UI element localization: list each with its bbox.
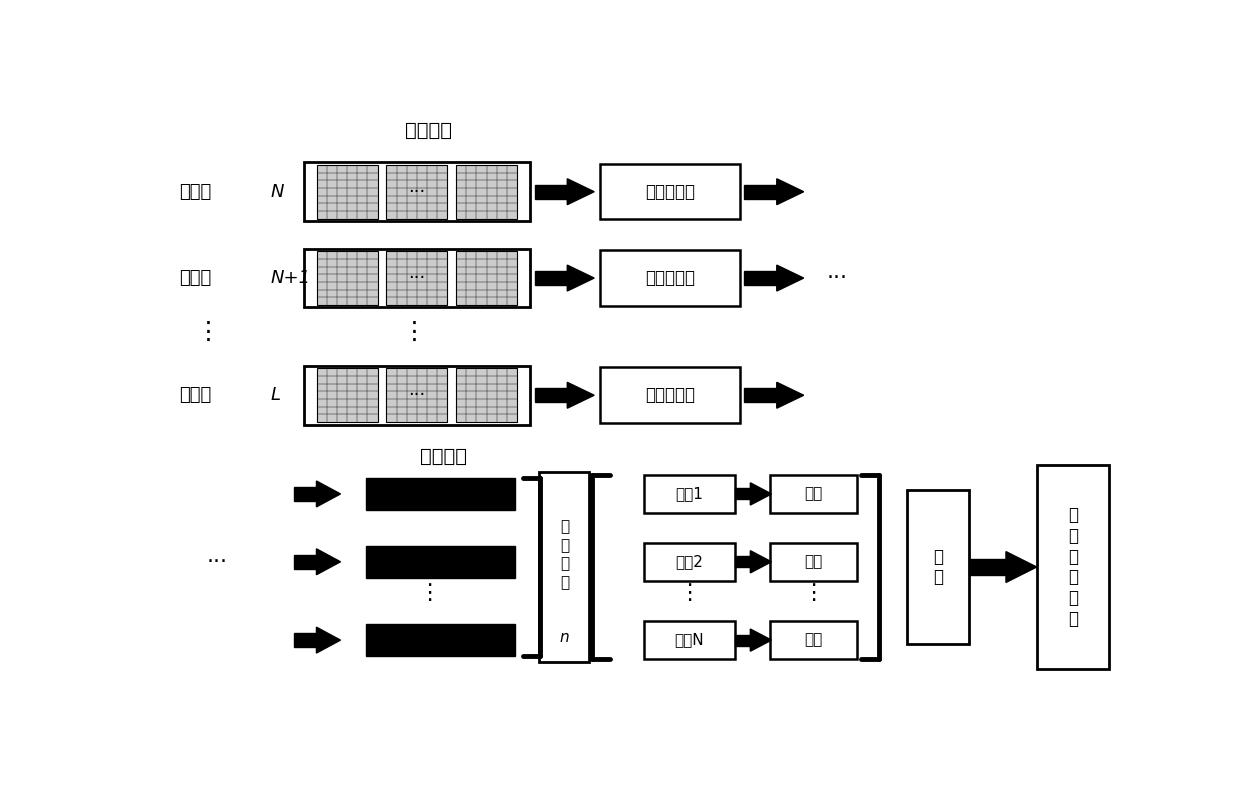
Text: 批处理: 批处理 [179,183,211,201]
Bar [1037,465,1109,669]
Text: ···: ··· [207,552,228,572]
Bar [906,490,970,644]
Text: 批处理: 批处理 [179,386,211,405]
Polygon shape [316,481,341,507]
Bar [735,634,750,646]
Text: ⋮: ⋮ [196,320,221,344]
Bar [367,478,516,510]
Bar [600,368,740,423]
Bar [770,542,857,581]
Bar [744,272,776,285]
Bar [534,185,567,199]
Polygon shape [316,549,341,575]
Text: 滤波: 滤波 [805,633,822,648]
Bar [294,555,316,569]
Polygon shape [1006,552,1037,582]
Polygon shape [567,265,594,291]
Bar [744,185,776,199]
Text: 点迹2: 点迹2 [676,554,703,570]
Bar [367,624,516,656]
Polygon shape [750,483,771,505]
Bar [970,559,1006,575]
Text: 点迹1: 点迹1 [676,486,703,501]
Text: ⋮: ⋮ [802,582,825,602]
Bar [456,368,517,422]
Polygon shape [750,550,771,573]
Text: 融
合: 融 合 [934,548,944,586]
Bar [387,165,448,219]
Bar [387,368,448,422]
Bar [600,164,740,219]
Bar [316,165,377,219]
Text: ···: ··· [408,386,425,405]
Text: 滤波: 滤波 [805,486,822,501]
Bar [304,249,529,308]
Bar [644,475,735,513]
Bar [539,472,589,662]
Text: n: n [559,630,569,645]
Bar [735,489,750,500]
Text: 检测前跟踪: 检测前跟踪 [645,386,696,405]
Bar [304,163,529,221]
Text: 检测前跟踪: 检测前跟踪 [645,269,696,287]
Polygon shape [776,179,804,205]
Text: 点迹N: 点迹N [675,633,704,648]
Bar [294,634,316,647]
Bar [294,487,316,501]
Polygon shape [750,629,771,651]
Text: N: N [270,183,284,201]
Polygon shape [567,179,594,205]
Bar [534,388,567,402]
Bar [534,272,567,285]
Bar [387,252,448,305]
Text: 批处理: 批处理 [179,269,211,287]
Bar [770,621,857,659]
Text: 输
出
滤
波
航
迹: 输 出 滤 波 航 迹 [1068,506,1078,628]
Bar [600,251,740,306]
Text: N+1: N+1 [270,269,310,287]
Text: ⋮: ⋮ [402,320,427,344]
Bar [304,366,529,425]
Polygon shape [776,265,804,291]
Bar [770,475,857,513]
Bar [367,545,516,578]
Text: ···: ··· [408,183,425,201]
Polygon shape [567,382,594,409]
Text: ···: ··· [408,269,425,287]
Text: 检测前跟踪: 检测前跟踪 [645,183,696,201]
Bar [744,388,776,402]
Text: 点
迹
集
合: 点 迹 集 合 [559,519,569,590]
Text: 点迹序列: 点迹序列 [420,448,466,466]
Polygon shape [316,627,341,653]
Polygon shape [776,382,804,409]
Text: ⋮: ⋮ [418,582,440,602]
Text: 数据平面: 数据平面 [405,120,453,139]
Bar [316,252,377,305]
Text: 滤波: 滤波 [805,554,822,570]
Bar [456,252,517,305]
Text: ···: ··· [827,268,848,288]
Text: L: L [270,386,280,405]
Bar [644,542,735,581]
Bar [735,556,750,567]
Bar [456,165,517,219]
Text: ⋮: ⋮ [678,582,701,602]
Bar [316,368,377,422]
Bar [644,621,735,659]
